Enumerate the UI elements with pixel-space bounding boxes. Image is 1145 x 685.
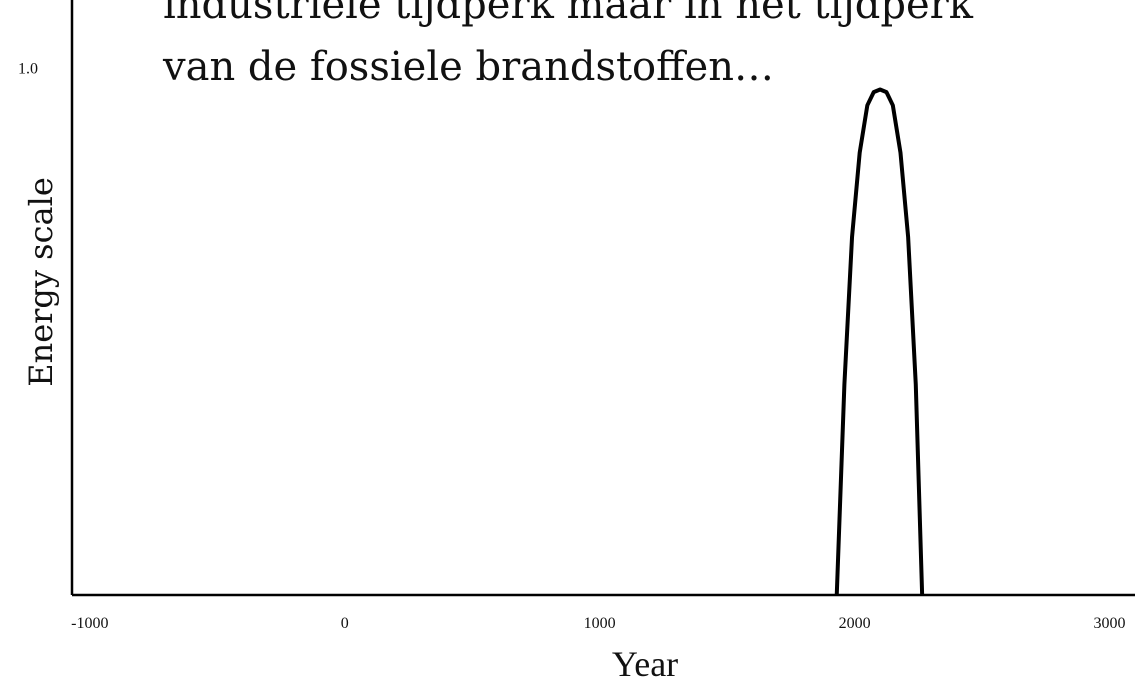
x-tick-label: 2000 bbox=[839, 615, 871, 632]
annotation: van de fossiele brandstoffen… bbox=[162, 44, 774, 90]
line-series bbox=[834, 87, 925, 596]
annotation: industriële tijdperk maar in het tijdper… bbox=[163, 0, 974, 28]
x-tick-label: 3000 bbox=[1094, 615, 1126, 632]
x-tick-label: 0 bbox=[341, 615, 349, 632]
x-axis-label: Year bbox=[612, 644, 678, 684]
x-tick-label: 1000 bbox=[584, 615, 616, 632]
y-tick-label: 1.0 bbox=[18, 60, 38, 77]
y-axis-label: Energy scale bbox=[22, 177, 60, 387]
x-tick-label: -1000 bbox=[71, 615, 108, 632]
